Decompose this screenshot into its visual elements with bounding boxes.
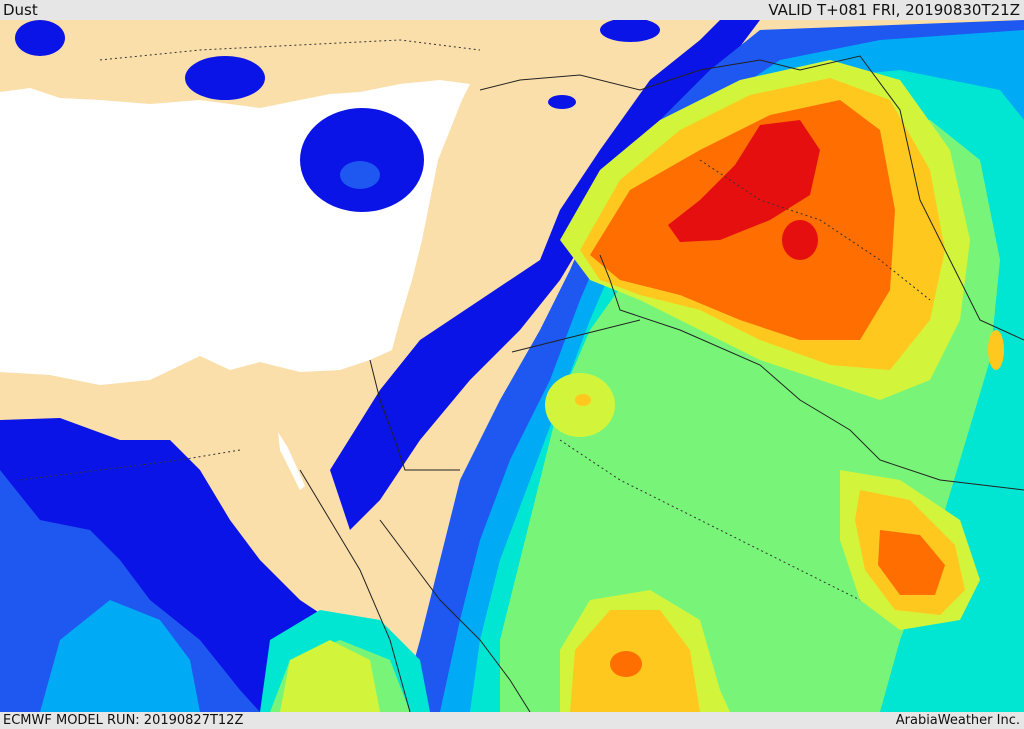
- border-syria-iraq: [599, 254, 1024, 491]
- coast-red-sea: [379, 519, 531, 712]
- model-run-label: ECMWF MODEL RUN: 20190827T12Z: [3, 713, 244, 728]
- footer-bar: ECMWF MODEL RUN: 20190827T12Z ArabiaWeat…: [0, 712, 1024, 729]
- dust-blob-far-east: [988, 330, 1004, 370]
- internal-border-saudi: [559, 439, 861, 601]
- dust-blob-nw: [15, 20, 65, 56]
- internal-border-iraq: [699, 159, 931, 301]
- border-egypt-sudan: [299, 469, 411, 712]
- map-title: Dust: [3, 1, 38, 19]
- dust-level-3-sw: [40, 600, 200, 712]
- dust-blob-south: [610, 651, 642, 677]
- credit-label: ArabiaWeather Inc.: [895, 713, 1020, 728]
- dust-level-8-east: [878, 530, 945, 595]
- dust-blob-turkey: [185, 56, 265, 100]
- dust-blob-cyprus: [300, 108, 424, 212]
- dust-level-6-sw: [280, 640, 380, 712]
- border-iraq-iran: [759, 55, 1024, 341]
- dust-blob-red-small: [782, 220, 818, 260]
- dust-contours: [0, 20, 1024, 712]
- borders: [299, 55, 1024, 712]
- border-turkey-syria: [479, 59, 761, 91]
- gulf-of-suez: [278, 432, 305, 490]
- border-israel: [369, 359, 460, 471]
- dust-level-1-coast: [330, 20, 760, 530]
- dust-forecast-map[interactable]: [0, 20, 1024, 712]
- header-bar: Dust VALID T+081 FRI, 20190830T21Z: [0, 0, 1024, 20]
- border-jordan-saudi: [511, 319, 641, 353]
- dust-blob-lake: [548, 95, 576, 109]
- dust-blob-cyprus-inner: [340, 161, 380, 189]
- valid-time-label: VALID T+081 FRI, 20190830T21Z: [768, 1, 1020, 19]
- internal-border-turkey: [99, 39, 481, 61]
- dust-blob-jordan-inner: [575, 394, 591, 406]
- dust-blob-n: [600, 20, 660, 42]
- dust-level-9: [668, 120, 820, 242]
- internal-borders: [19, 39, 931, 601]
- internal-border-egypt: [19, 449, 241, 481]
